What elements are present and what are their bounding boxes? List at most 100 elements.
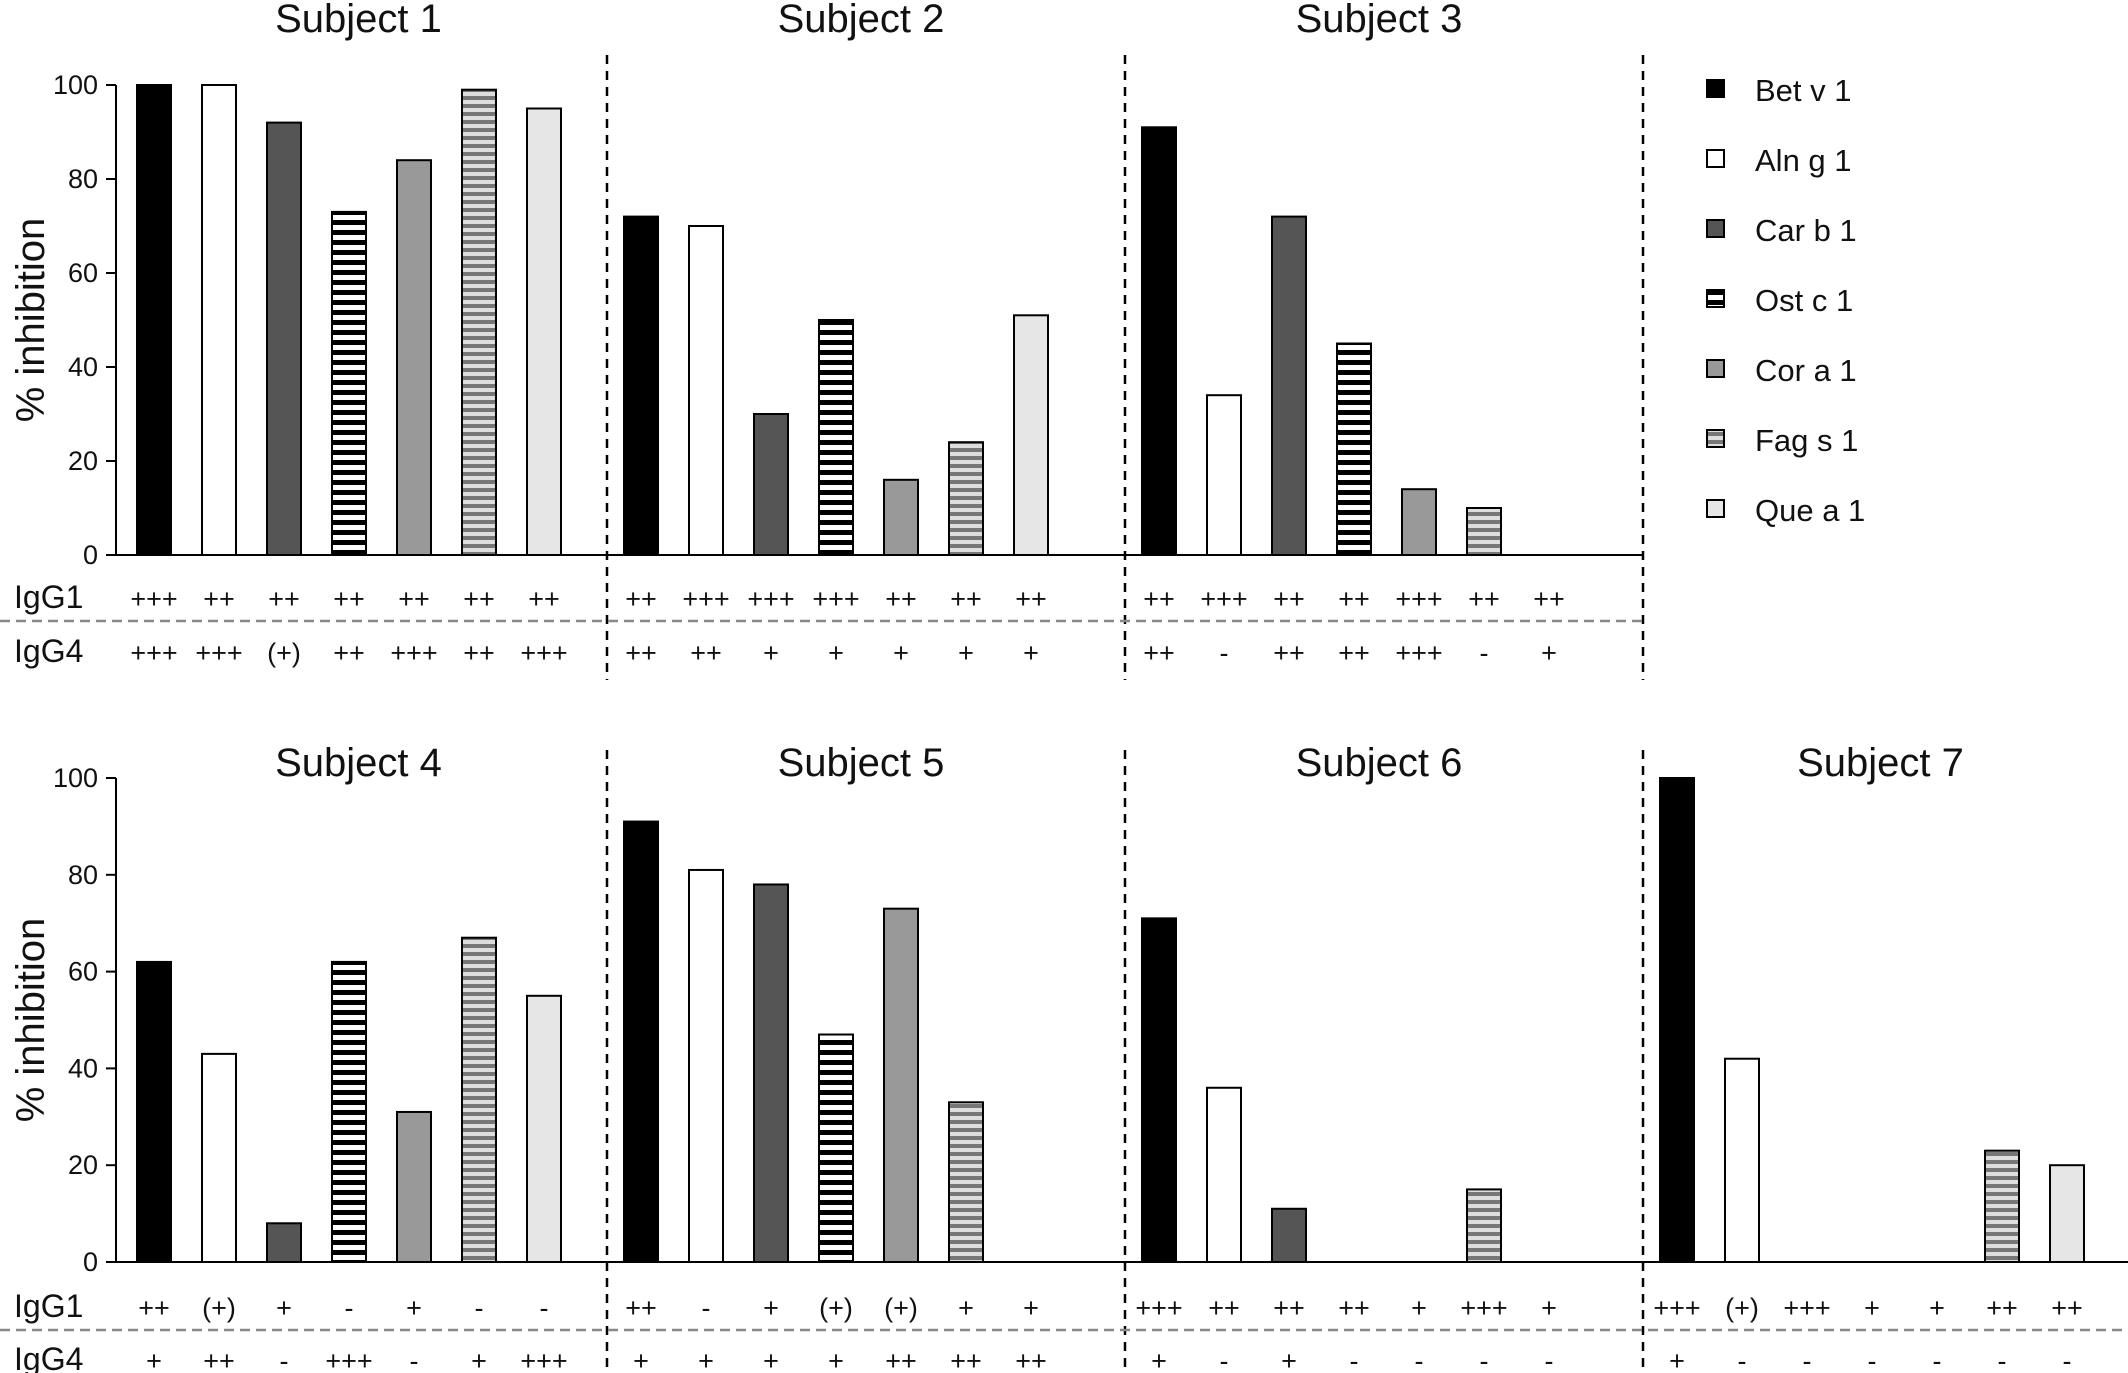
- igg4-value: +: [698, 1346, 714, 1373]
- bar: [1271, 1207, 1307, 1264]
- igg4-value: +: [958, 638, 974, 668]
- igg4-value: ++: [885, 1346, 917, 1373]
- y-tick-label: 0: [83, 1247, 98, 1277]
- bar: [1013, 314, 1049, 556]
- igg4-value: +: [828, 638, 844, 668]
- igg4-value: -: [1738, 1346, 1747, 1373]
- legend-label: Fag s 1: [1755, 423, 1858, 458]
- igg4-value: +: [146, 1346, 162, 1373]
- igg4-value: +: [1541, 638, 1557, 668]
- igg1-value: (+): [819, 1293, 853, 1323]
- igg4-row-label: IgG4: [14, 633, 83, 669]
- igg1-value: +: [1864, 1293, 1880, 1323]
- igg4-value: ++: [1143, 638, 1175, 668]
- bar: [753, 883, 789, 1263]
- igg1-value: +: [1411, 1293, 1427, 1323]
- bar: [818, 319, 854, 556]
- igg1-value: +++: [1395, 584, 1442, 614]
- igg1-value: ++: [1338, 1293, 1370, 1323]
- bar: [266, 1222, 302, 1264]
- y-tick-label: 20: [68, 446, 98, 476]
- legend-label: Aln g 1: [1755, 143, 1852, 178]
- igg1-row-label: IgG1: [14, 579, 83, 615]
- igg4-value: +++: [130, 638, 177, 668]
- legend-label: Car b 1: [1755, 213, 1857, 248]
- igg4-value: -: [1220, 1346, 1229, 1373]
- bar: [2049, 1164, 2085, 1263]
- bar: [396, 1110, 432, 1263]
- igg1-value: ++: [463, 584, 495, 614]
- bar: [1724, 1057, 1760, 1263]
- bar: [201, 84, 237, 556]
- igg4-value: +: [1151, 1346, 1167, 1373]
- bar: [396, 159, 432, 556]
- legend-label: Ost c 1: [1755, 283, 1853, 318]
- igg4-value: +: [471, 1346, 487, 1373]
- bar: [1659, 777, 1695, 1263]
- igg1-value: +: [1541, 1293, 1557, 1323]
- igg1-value: ++: [268, 584, 300, 614]
- igg1-value: ++: [1468, 584, 1500, 614]
- igg1-value: +++: [1460, 1293, 1507, 1323]
- igg4-value: +: [633, 1346, 649, 1373]
- legend-swatch: [1706, 499, 1725, 518]
- igg1-value: ++: [1015, 584, 1047, 614]
- subject-title: Subject 3: [1296, 0, 1463, 41]
- y-axis-label: % inhibition: [9, 218, 53, 423]
- igg1-value: ++: [625, 1293, 657, 1323]
- igg1-row-label: IgG1: [14, 1288, 83, 1324]
- igg1-value: +: [406, 1293, 422, 1323]
- igg4-value: +++: [195, 638, 242, 668]
- igg4-value: -: [1868, 1346, 1877, 1373]
- legend-label: Cor a 1: [1755, 353, 1857, 388]
- subject-title: Subject 6: [1296, 741, 1463, 785]
- subject-title: Subject 2: [778, 0, 945, 41]
- legend-swatch: [1706, 79, 1725, 98]
- igg1-value: ++: [1143, 584, 1175, 614]
- igg4-value: ++: [1273, 638, 1305, 668]
- bar: [1141, 917, 1177, 1263]
- bar: [1206, 394, 1242, 557]
- bar: [136, 84, 172, 556]
- legend-label: Bet v 1: [1755, 73, 1852, 108]
- igg4-value: -: [1220, 638, 1229, 668]
- y-tick-label: 0: [83, 540, 98, 570]
- bar: [1206, 1086, 1242, 1264]
- igg1-value: +: [276, 1293, 292, 1323]
- y-tick-label: 20: [68, 1150, 98, 1180]
- igg4-value: +++: [325, 1346, 372, 1373]
- igg4-value: +++: [390, 638, 437, 668]
- igg4-value: -: [1415, 1346, 1424, 1373]
- bar: [461, 88, 497, 556]
- bar: [136, 960, 172, 1263]
- legend-label: Que a 1: [1755, 493, 1865, 528]
- igg1-value: ++: [1273, 584, 1305, 614]
- igg1-value: +++: [130, 584, 177, 614]
- igg4-value: -: [410, 1346, 419, 1373]
- igg4-value: -: [1803, 1346, 1812, 1373]
- y-tick-label: 100: [53, 70, 98, 100]
- igg4-value: +: [1023, 638, 1039, 668]
- subject-title: Subject 4: [275, 741, 442, 785]
- igg1-value: ++: [528, 584, 560, 614]
- igg1-value: ++: [203, 584, 235, 614]
- bar: [948, 1101, 984, 1264]
- bar: [623, 215, 659, 556]
- igg4-value: +: [1281, 1346, 1297, 1373]
- y-tick-label: 80: [68, 860, 98, 890]
- igg4-value: ++: [950, 1346, 982, 1373]
- igg4-value: -: [280, 1346, 289, 1373]
- igg4-value: (+): [267, 638, 301, 668]
- igg4-value: ++: [1338, 638, 1370, 668]
- bar: [1401, 488, 1437, 557]
- subject-title: Subject 1: [275, 0, 442, 41]
- igg4-value: -: [2063, 1346, 2072, 1373]
- bar: [331, 960, 367, 1263]
- y-tick-label: 40: [68, 352, 98, 382]
- igg4-value: ++: [333, 638, 365, 668]
- igg4-value: ++: [1015, 1346, 1047, 1373]
- y-tick-label: 40: [68, 1053, 98, 1083]
- bar: [623, 820, 659, 1263]
- igg1-value: ++: [398, 584, 430, 614]
- igg1-value: ++: [625, 584, 657, 614]
